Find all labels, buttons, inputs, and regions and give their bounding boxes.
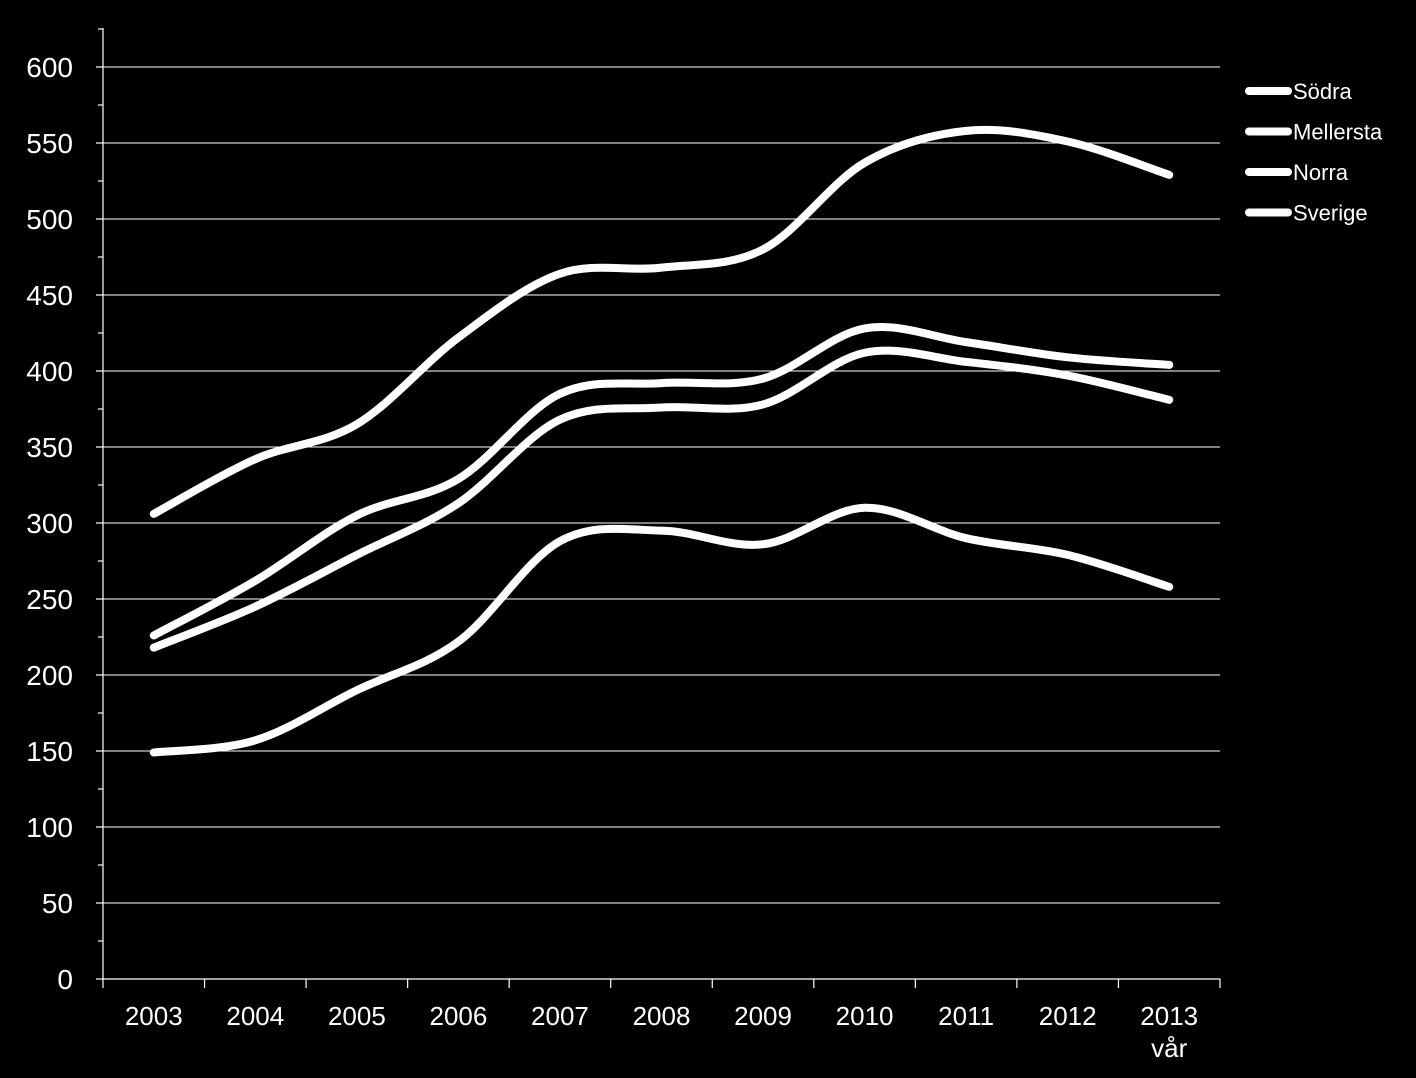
- legend-item-mellersta: Mellersta: [1245, 120, 1383, 145]
- y-tick-label: 400: [26, 356, 73, 387]
- x-axis: 2003 2004 2005 2006 2007 2008 2009 2010 2011 2012…: [102, 978, 1221, 1063]
- y-tick-label: 200: [26, 660, 73, 691]
- legend-item-sverige: Sverige: [1245, 201, 1368, 226]
- legend-item-sodra: Södra: [1245, 79, 1352, 104]
- x-tick-label: 2004: [226, 1001, 284, 1031]
- series-lines: [149, 125, 1174, 757]
- y-tick-label: 100: [26, 812, 73, 843]
- x-tick-label: 2007: [531, 1001, 589, 1031]
- y-axis: 0 50 100 150 200 250 300 350 400 450 500 550 600: [26, 28, 104, 995]
- x-tick-label: 2012: [1039, 1001, 1097, 1031]
- y-tick-label: 450: [26, 280, 73, 311]
- series-line-sverige: [149, 346, 1174, 652]
- legend-label: Södra: [1293, 79, 1352, 104]
- x-tick-label: 2008: [633, 1001, 691, 1031]
- x-tick-label: 2006: [429, 1001, 487, 1031]
- legend-item-norra: Norra: [1245, 160, 1349, 185]
- y-tick-label: 600: [26, 52, 73, 83]
- x-tick-label: 2009: [734, 1001, 792, 1031]
- x-tick-label: 2011: [938, 1001, 994, 1031]
- legend-label: Mellersta: [1293, 120, 1383, 145]
- y-tick-label: 550: [26, 128, 73, 159]
- y-tick-label: 50: [42, 888, 73, 919]
- y-tick-label: 300: [26, 508, 73, 539]
- y-tick-label: 250: [26, 584, 73, 615]
- series-line-norra: [149, 503, 1174, 757]
- x-tick-label: 2013 vår: [1140, 1001, 1198, 1063]
- x-tick-label: 2005: [328, 1001, 386, 1031]
- y-tick-label: 0: [57, 964, 73, 995]
- x-tick-label: 2003: [125, 1001, 183, 1031]
- series-line-sodra: [149, 125, 1174, 518]
- gridlines: [103, 66, 1220, 904]
- x-tick-label: 2010: [836, 1001, 894, 1031]
- series-line-mellersta: [149, 323, 1174, 640]
- y-tick-label: 150: [26, 736, 73, 767]
- y-tick-label: 350: [26, 432, 73, 463]
- legend: Södra Mellersta Norra Sverige: [1245, 79, 1383, 226]
- legend-label: Norra: [1293, 160, 1349, 185]
- legend-label: Sverige: [1293, 201, 1368, 226]
- y-tick-label: 500: [26, 204, 73, 235]
